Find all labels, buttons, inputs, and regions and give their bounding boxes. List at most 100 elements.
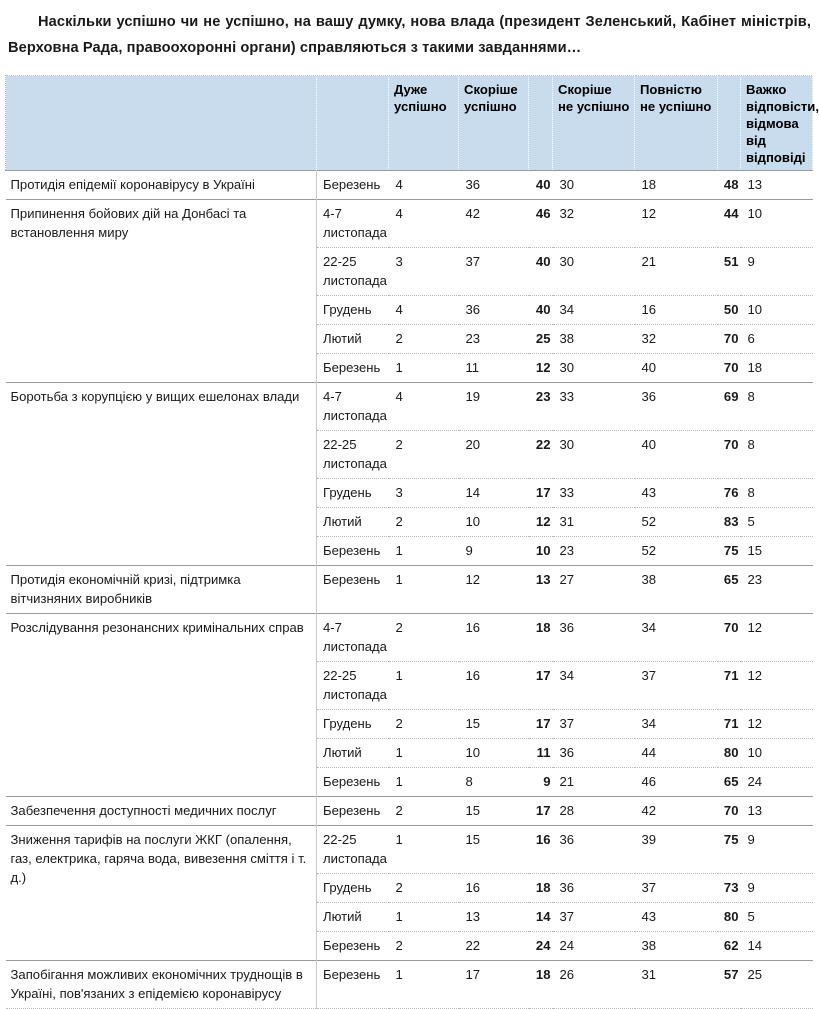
cell-sum-successful: 23 — [528, 382, 553, 431]
cell-sum-successful: 11 — [528, 738, 553, 768]
cell-sum-unsuccessful: 48 — [717, 170, 741, 200]
cell-completely-unsuccessful: 40 — [634, 353, 718, 383]
cell-rather-unsuccessful: 27 — [552, 565, 635, 614]
cell-rather-successful: 14 — [458, 478, 529, 508]
cell-very-successful: 4 — [388, 382, 459, 431]
cell-rather-successful: 15 — [458, 796, 529, 826]
cell-sum-successful: 14 — [528, 902, 553, 932]
cell-very-successful: 1 — [388, 767, 459, 797]
cell-hard-to-say: 10 — [740, 295, 813, 325]
cell-completely-unsuccessful: 18 — [634, 170, 718, 200]
cell-rather-successful: 13 — [458, 902, 529, 932]
column-header-rather-unsuccessful: Скоріше не успішно — [552, 75, 635, 171]
cell-rather-successful: 37 — [458, 247, 529, 296]
column-header-very-successful: Дуже успішно — [388, 75, 459, 171]
cell-very-successful: 2 — [388, 796, 459, 826]
cell-completely-unsuccessful: 34 — [634, 613, 718, 662]
cell-hard-to-say: 12 — [740, 613, 813, 662]
table-header-row: Дуже успішно Скоріше успішно Скоріше не … — [5, 75, 819, 171]
cell-completely-unsuccessful: 12 — [634, 199, 718, 248]
cell-hard-to-say: 6 — [740, 324, 813, 354]
row-task-label: Боротьба з корупцією у вищих ешелонах вл… — [5, 382, 317, 566]
column-header-sum-unsuccessful — [717, 75, 741, 171]
cell-very-successful: 3 — [388, 478, 459, 508]
row-task-label: Протидія економічній кризі, підтримка ві… — [5, 565, 317, 614]
row-period: 22-25 листопада — [316, 430, 389, 479]
cell-rather-successful: 16 — [458, 873, 529, 903]
cell-completely-unsuccessful: 42 — [634, 796, 718, 826]
cell-completely-unsuccessful: 16 — [634, 295, 718, 325]
table-row: Лютий 2 23 25 38 32 70 6 — [6, 324, 813, 354]
cell-sum-successful: 10 — [528, 536, 553, 566]
cell-rather-unsuccessful: 24 — [552, 931, 635, 961]
cell-sum-successful: 22 — [528, 430, 553, 479]
column-header-task — [5, 75, 317, 171]
cell-sum-unsuccessful: 57 — [717, 960, 741, 1009]
cell-rather-unsuccessful: 33 — [552, 382, 635, 431]
table-header: Дуже успішно Скоріше успішно Скоріше не … — [5, 75, 819, 171]
table-row: Забезпечення доступності медичних послуг… — [5, 796, 813, 826]
row-task-label: Розслідування резонансних кримінальних с… — [5, 613, 317, 797]
row-period: Грудень — [316, 478, 389, 508]
table-row: Лютий 1 10 11 36 44 80 10 — [6, 738, 813, 768]
cell-rather-unsuccessful: 37 — [552, 709, 635, 739]
cell-sum-unsuccessful: 65 — [717, 565, 741, 614]
cell-sum-unsuccessful: 69 — [717, 382, 741, 431]
row-period: Березень — [316, 565, 389, 614]
cell-sum-unsuccessful: 65 — [717, 767, 741, 797]
cell-sum-successful: 25 — [528, 324, 553, 354]
cell-sum-unsuccessful: 70 — [717, 324, 741, 354]
cell-completely-unsuccessful: 38 — [634, 565, 718, 614]
cell-rather-unsuccessful: 36 — [552, 613, 635, 662]
cell-sum-unsuccessful: 71 — [717, 709, 741, 739]
cell-hard-to-say: 10 — [740, 199, 813, 248]
row-period: 22-25 листопада — [316, 247, 389, 296]
cell-rather-successful: 16 — [458, 661, 529, 710]
row-period: Березень — [316, 536, 389, 566]
cell-sum-unsuccessful: 83 — [717, 507, 741, 537]
row-period: Березень — [316, 931, 389, 961]
cell-sum-unsuccessful: 44 — [717, 199, 741, 248]
column-header-rather-successful: Скоріше успішно — [458, 75, 529, 171]
cell-sum-unsuccessful: 80 — [717, 902, 741, 932]
cell-rather-successful: 8 — [458, 767, 529, 797]
cell-sum-successful: 17 — [528, 661, 553, 710]
row-period: 4-7 листопада — [316, 613, 389, 662]
question-text: Наскільки успішно чи не успішно, на вашу… — [8, 14, 811, 56]
cell-completely-unsuccessful: 44 — [634, 738, 718, 768]
cell-hard-to-say: 8 — [740, 478, 813, 508]
cell-hard-to-say: 8 — [740, 382, 813, 431]
table-row: 22-25 листопада 1 16 17 34 37 71 12 — [6, 661, 813, 710]
cell-completely-unsuccessful: 52 — [634, 507, 718, 537]
cell-sum-successful: 18 — [528, 960, 553, 1009]
cell-rather-unsuccessful: 33 — [552, 478, 635, 508]
cell-sum-successful: 13 — [528, 565, 553, 614]
cell-hard-to-say: 12 — [740, 661, 813, 710]
cell-rather-successful: 42 — [458, 199, 529, 248]
cell-rather-unsuccessful: 30 — [552, 353, 635, 383]
cell-very-successful: 2 — [388, 507, 459, 537]
table-row: Протидія епідемії коронавірусу в Україні… — [5, 170, 813, 200]
cell-completely-unsuccessful: 52 — [634, 536, 718, 566]
row-period: Березень — [316, 767, 389, 797]
cell-rather-successful: 19 — [458, 382, 529, 431]
cell-rather-successful: 36 — [458, 295, 529, 325]
cell-rather-successful: 16 — [458, 613, 529, 662]
cell-very-successful: 1 — [388, 902, 459, 932]
cell-hard-to-say: 15 — [740, 536, 813, 566]
row-period: Грудень — [316, 295, 389, 325]
poll-table-container: Дуже успішно Скоріше успішно Скоріше не … — [0, 61, 819, 1009]
cell-very-successful: 4 — [388, 170, 459, 200]
cell-hard-to-say: 25 — [740, 960, 813, 1009]
cell-hard-to-say: 24 — [740, 767, 813, 797]
table-row: Лютий 2 10 12 31 52 83 5 — [6, 507, 813, 537]
cell-rather-unsuccessful: 38 — [552, 324, 635, 354]
cell-very-successful: 1 — [388, 960, 459, 1009]
table-row: 22-25 листопада 3 37 40 30 21 51 9 — [6, 247, 813, 296]
row-task-label: Запобігання можливих економічних труднощ… — [5, 960, 317, 1009]
cell-rather-unsuccessful: 23 — [552, 536, 635, 566]
table-row: Боротьба з корупцією у вищих ешелонах вл… — [5, 382, 813, 566]
cell-completely-unsuccessful: 46 — [634, 767, 718, 797]
cell-rather-unsuccessful: 26 — [552, 960, 635, 1009]
cell-very-successful: 2 — [388, 709, 459, 739]
